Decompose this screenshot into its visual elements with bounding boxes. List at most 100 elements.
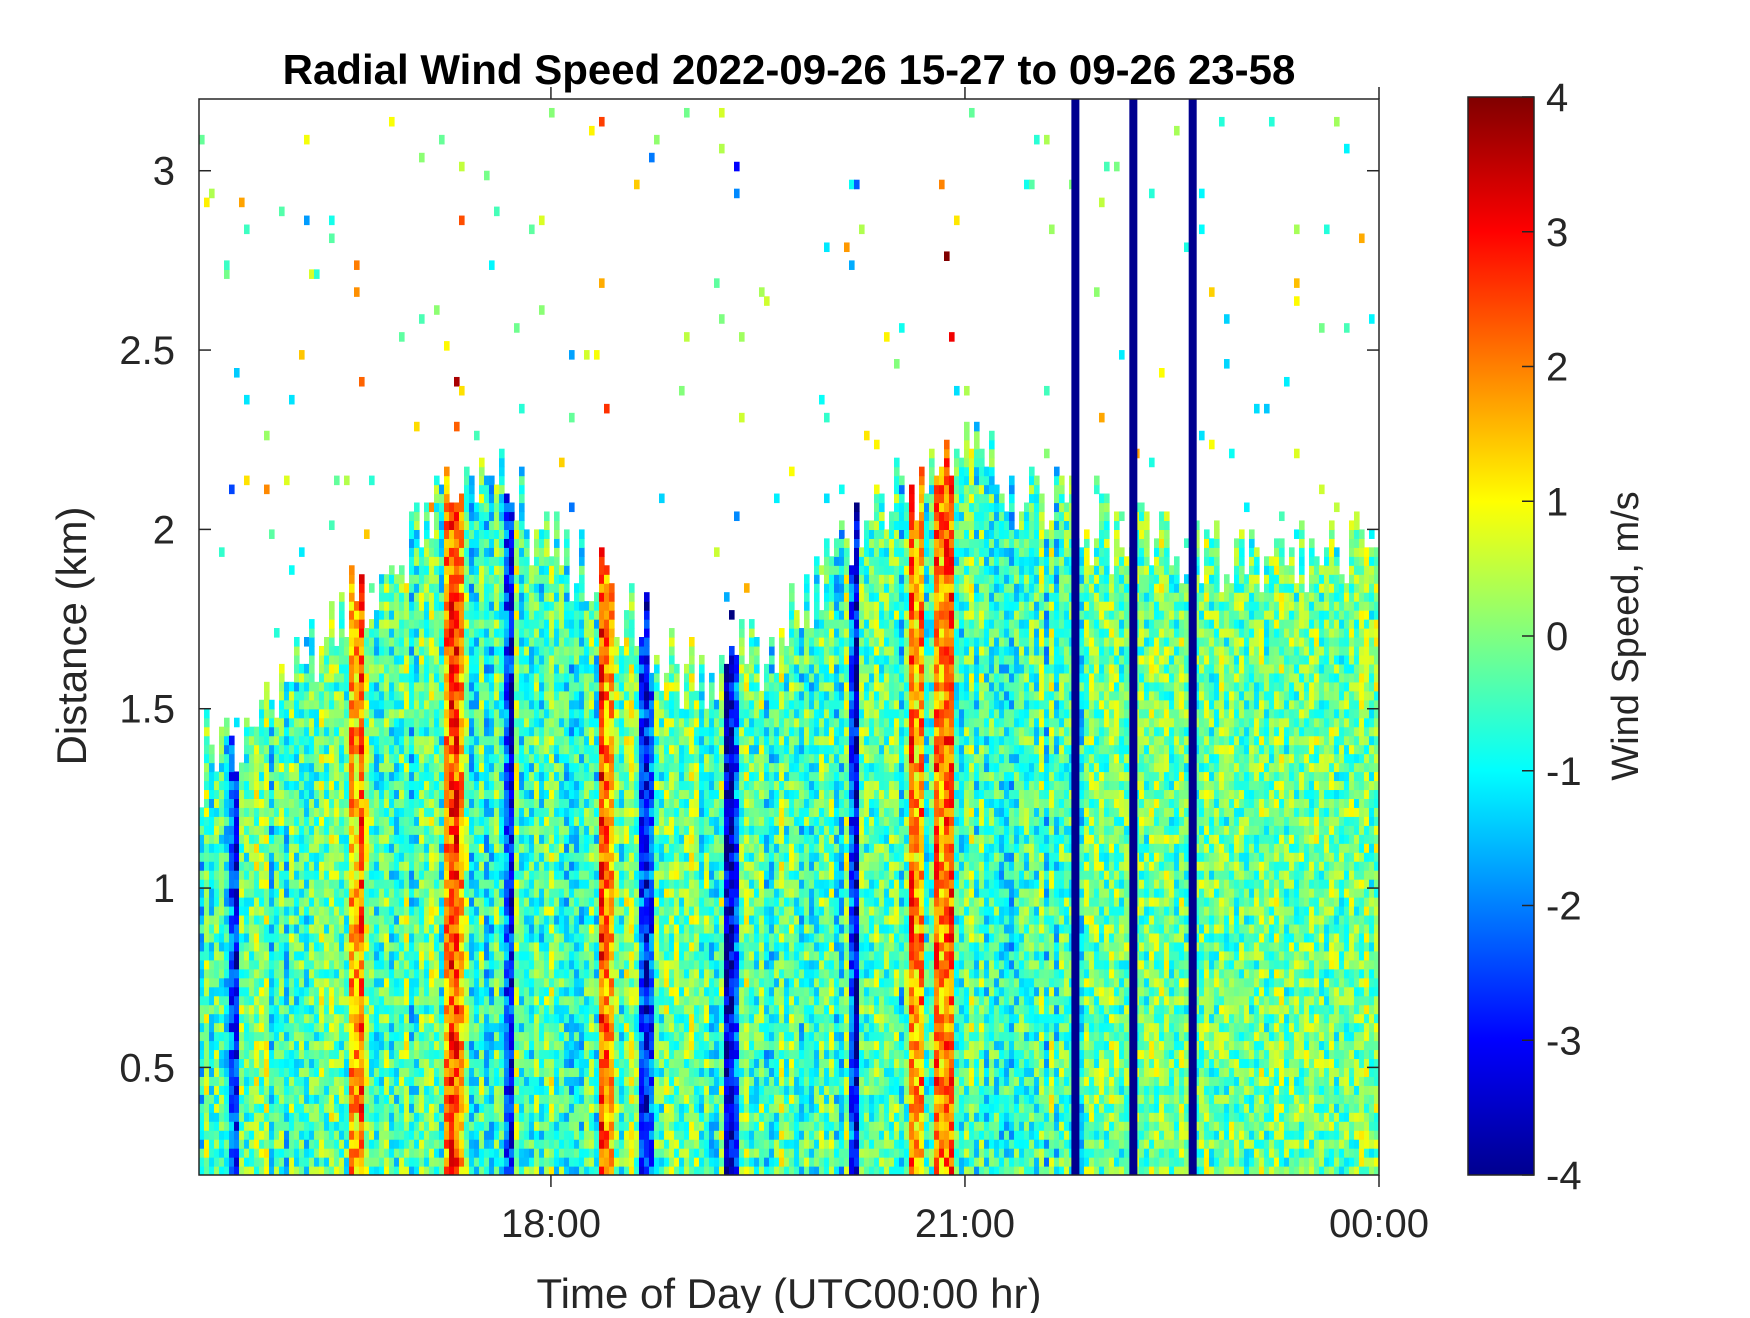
heatmap-cell: [374, 1013, 380, 1024]
heatmap-cell: [269, 789, 275, 799]
heatmap-cell: [469, 681, 475, 692]
heatmap-cell: [449, 708, 455, 719]
heatmap-cell: [529, 637, 535, 647]
heatmap-cell: [379, 816, 385, 826]
heatmap-cell: [284, 780, 290, 791]
heatmap-cell: [244, 825, 250, 835]
heatmap-cell: [529, 663, 535, 674]
heatmap-cell: [434, 995, 440, 1006]
heatmap-cell: [214, 995, 220, 1006]
heatmap-cell: [469, 538, 475, 548]
heatmap-cell: [369, 1076, 375, 1086]
heatmap-cell: [354, 897, 360, 907]
heatmap-cell: [219, 798, 225, 808]
heatmap-cell: [554, 879, 560, 889]
heatmap-cell: [359, 753, 365, 764]
heatmap-cell: [374, 663, 380, 674]
heatmap-cell: [399, 879, 405, 889]
heatmap-cell: [349, 1112, 355, 1122]
heatmap-cell: [449, 1022, 455, 1033]
heatmap-cell: [514, 717, 520, 728]
heatmap-cell: [444, 628, 450, 638]
heatmap-cell: [424, 637, 430, 647]
heatmap-cell: [509, 610, 515, 620]
heatmap-cell: [374, 941, 380, 952]
heatmap-cell: [474, 825, 480, 835]
heatmap-cell: [554, 637, 560, 647]
heatmap-cell: [274, 843, 280, 853]
heatmap-cell: [479, 995, 485, 1006]
heatmap-cell: [549, 583, 555, 593]
heatmap-cell: [269, 1049, 275, 1060]
heatmap-cell: [504, 843, 510, 853]
heatmap-cell: [324, 852, 330, 862]
heatmap-cell: [509, 789, 515, 799]
heatmap-cell: [489, 941, 495, 952]
heatmap-cell: [324, 1157, 330, 1167]
heatmap-cell: [289, 834, 295, 844]
heatmap-cell: [504, 1085, 510, 1095]
heatmap-cell: [424, 717, 430, 728]
heatmap-cell: [364, 977, 370, 988]
heatmap-cell: [249, 879, 255, 889]
heatmap-cell: [524, 1157, 530, 1167]
heatmap-cell: [254, 1076, 260, 1086]
heatmap-cell: [244, 1067, 250, 1077]
heatmap-cell: [259, 986, 265, 997]
heatmap-cell: [219, 986, 225, 997]
heatmap-cell: [454, 888, 460, 898]
heatmap-cell: [474, 726, 480, 737]
heatmap-cell: [259, 1040, 265, 1051]
heatmap-cell: [424, 1013, 430, 1024]
heatmap-cell: [219, 923, 225, 934]
heatmap-cell: [434, 1130, 440, 1140]
heatmap-cell: [454, 421, 460, 432]
heatmap-cell: [474, 592, 480, 602]
heatmap-cell: [284, 1148, 290, 1158]
heatmap-cell: [489, 502, 495, 513]
heatmap-cell: [529, 1040, 535, 1051]
heatmap-cell: [424, 1004, 430, 1015]
heatmap-cell: [439, 1085, 445, 1095]
heatmap-cell: [374, 861, 380, 871]
heatmap-cell: [464, 1049, 470, 1060]
heatmap-cell: [204, 977, 210, 988]
heatmap-cell: [489, 986, 495, 997]
heatmap-cell: [459, 538, 465, 548]
heatmap-cell: [574, 1040, 580, 1051]
heatmap-cell: [464, 780, 470, 791]
heatmap-cell: [224, 771, 230, 782]
heatmap-cell: [569, 914, 575, 925]
heatmap-cell: [499, 950, 505, 961]
heatmap-cell: [354, 906, 360, 916]
heatmap-cell: [394, 601, 400, 611]
heatmap-cell: [529, 1067, 535, 1077]
heatmap-cell: [349, 681, 355, 692]
heatmap-cell: [224, 995, 230, 1006]
heatmap-cell: [544, 663, 550, 674]
heatmap-cell: [234, 1076, 240, 1086]
heatmap-cell: [249, 1148, 255, 1158]
heatmap-cell: [379, 744, 385, 755]
heatmap-cell: [404, 897, 410, 907]
heatmap-cell: [419, 690, 425, 701]
heatmap-cell: [434, 699, 440, 710]
heatmap-cell: [294, 1112, 300, 1122]
heatmap-cell: [539, 1148, 545, 1158]
heatmap-cell: [459, 950, 465, 961]
heatmap-cell: [499, 923, 505, 934]
heatmap-cell: [559, 574, 565, 584]
heatmap-cell: [464, 1121, 470, 1131]
heatmap-cell: [364, 1085, 370, 1095]
heatmap-cell: [394, 789, 400, 799]
heatmap-cell: [479, 923, 485, 934]
heatmap-cell: [539, 861, 545, 871]
heatmap-cell: [554, 968, 560, 979]
heatmap-cell: [204, 780, 210, 791]
heatmap-cell: [274, 1103, 280, 1113]
heatmap-cell: [299, 744, 305, 755]
heatmap-cell: [549, 717, 555, 728]
heatmap-cell: [249, 888, 255, 898]
heatmap-cell: [314, 1058, 320, 1068]
heatmap-cell: [254, 1049, 260, 1060]
